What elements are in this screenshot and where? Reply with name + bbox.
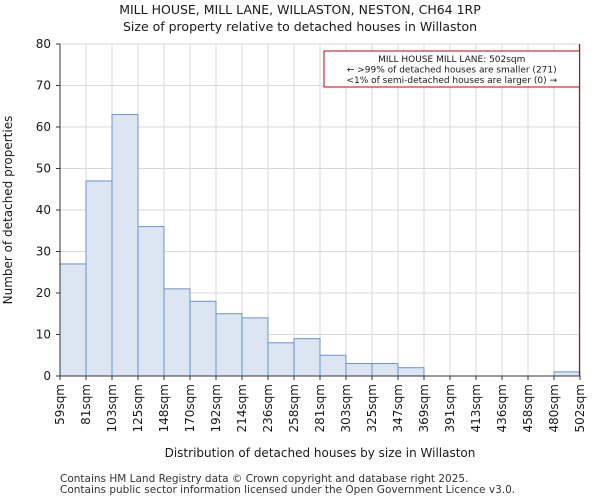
- chart-subtitle: Size of property relative to detached ho…: [122, 19, 478, 34]
- bars: [59, 114, 581, 377]
- y-tick-label: 70: [36, 79, 51, 93]
- y-tick-label: 50: [36, 162, 51, 176]
- property-annotation: MILL HOUSE MILL LANE: 502sqm ← >99% of d…: [323, 50, 580, 88]
- y-tick-label: 20: [36, 286, 51, 300]
- footer-line-1: Contains HM Land Registry data © Crown c…: [60, 473, 469, 485]
- bar-236sqm: [267, 342, 295, 377]
- bar-125sqm: [137, 226, 165, 377]
- chart-title: MILL HOUSE, MILL LANE, WILLASTON, NESTON…: [119, 2, 481, 17]
- annotation-line-2: ← >99% of detached houses are smaller (2…: [347, 66, 557, 76]
- x-tick-label: 192sqm: [209, 384, 223, 432]
- y-tick-label: 10: [36, 328, 51, 342]
- x-tick-label: 480sqm: [547, 384, 561, 432]
- bar-59sqm: [59, 263, 87, 377]
- x-tick-label: 325sqm: [365, 384, 379, 432]
- x-tick-label: 214sqm: [235, 384, 249, 432]
- bar-347sqm: [397, 367, 425, 377]
- footer-line-2: Contains public sector information licen…: [60, 484, 516, 496]
- bar-148sqm: [163, 288, 191, 377]
- x-tick-label: 170sqm: [183, 384, 197, 432]
- y-tick-label: 0: [43, 369, 51, 383]
- annotation-line-3: <1% of semi-detached houses are larger (…: [346, 76, 557, 86]
- y-tick-labels: 0 10 20 30 40 50 60 70 80: [36, 37, 60, 383]
- x-tick-label: 59sqm: [53, 384, 67, 425]
- x-tick-label: 258sqm: [287, 384, 301, 432]
- x-tick-label: 281sqm: [313, 384, 327, 432]
- x-tick-labels: 59sqm 81sqm 103sqm 125sqm 148sqm 170sqm 192sqm…: [53, 376, 587, 432]
- bar-81sqm: [85, 180, 113, 377]
- x-tick-label: 391sqm: [443, 384, 457, 432]
- bar-103sqm: [111, 114, 139, 377]
- x-tick-label: 236sqm: [261, 384, 275, 432]
- annotation-line-1: MILL HOUSE MILL LANE: 502sqm: [378, 55, 525, 65]
- bar-214sqm: [241, 317, 269, 377]
- bar-258sqm: [293, 338, 321, 377]
- bar-325sqm: [371, 363, 399, 377]
- x-tick-label: 125sqm: [131, 384, 145, 432]
- y-tick-label: 80: [36, 37, 51, 51]
- x-tick-label: 413sqm: [469, 384, 483, 432]
- x-tick-label: 81sqm: [79, 384, 93, 425]
- x-tick-label: 148sqm: [157, 384, 171, 432]
- x-axis-label: Distribution of detached houses by size …: [165, 446, 476, 460]
- x-tick-label: 347sqm: [391, 384, 405, 432]
- x-tick-label: 502sqm: [573, 384, 587, 432]
- x-tick-label: 458sqm: [521, 384, 535, 432]
- x-tick-label: 103sqm: [105, 384, 119, 432]
- bar-303sqm: [345, 363, 373, 377]
- y-tick-label: 30: [36, 245, 51, 259]
- y-axis-label: Number of detached properties: [1, 116, 15, 305]
- bar-480sqm: [553, 371, 581, 377]
- bar-192sqm: [215, 313, 243, 377]
- x-tick-label: 436sqm: [495, 384, 509, 432]
- y-tick-label: 40: [36, 203, 51, 217]
- y-tick-label: 60: [36, 120, 51, 134]
- annotation-box: [323, 50, 580, 88]
- x-tick-label: 369sqm: [417, 384, 431, 432]
- bar-281sqm: [319, 354, 347, 377]
- x-tick-label: 303sqm: [339, 384, 353, 432]
- bar-170sqm: [189, 300, 217, 377]
